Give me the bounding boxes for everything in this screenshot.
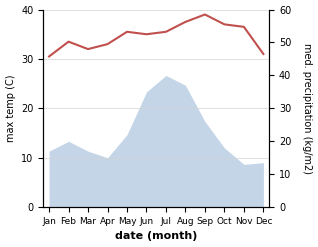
X-axis label: date (month): date (month) (115, 231, 197, 242)
Y-axis label: max temp (C): max temp (C) (5, 75, 16, 142)
Y-axis label: med. precipitation (kg/m2): med. precipitation (kg/m2) (302, 43, 313, 174)
